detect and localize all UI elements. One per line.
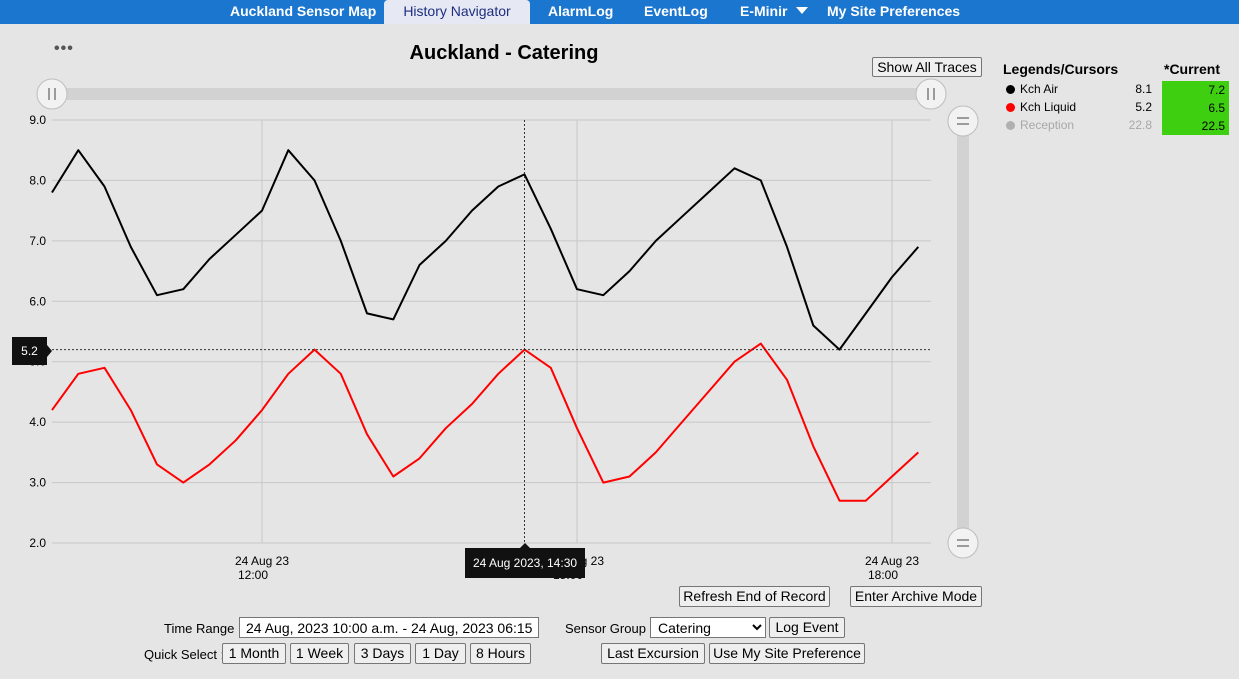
- legend-item-kch-air[interactable]: Kch Air 8.1: [1006, 81, 1152, 99]
- legend-cursor-value: 22.8: [1128, 118, 1152, 132]
- x-tick-label-time: 18:00: [868, 568, 898, 582]
- legend-cursor-value: 5.2: [1135, 100, 1152, 114]
- nav-tab-site-preferences[interactable]: My Site Preferences: [827, 3, 961, 19]
- legend-item-reception[interactable]: Reception 22.8: [1006, 117, 1152, 135]
- current-value-reception: 22.5: [1162, 117, 1229, 135]
- nav-tab-event-log[interactable]: EventLog: [644, 3, 708, 19]
- quick-select-3-days-button[interactable]: 3 Days: [354, 643, 411, 664]
- nav-tab-sensor-map[interactable]: Auckland Sensor Map: [230, 3, 377, 19]
- y-tick-label: 2.0: [29, 536, 46, 550]
- legend-item-name: Reception: [1020, 118, 1075, 132]
- series-line-kch-liquid: [51, 342, 919, 502]
- use-my-site-preference-button[interactable]: Use My Site Preference: [709, 643, 865, 664]
- legend-item-kch-liquid[interactable]: Kch Liquid 5.2: [1006, 99, 1152, 117]
- legend-dot-icon: [1006, 103, 1015, 112]
- nav-tab-e-minir[interactable]: E-Minir: [740, 0, 809, 24]
- value-range-slider-track[interactable]: [957, 121, 969, 543]
- quick-select-label: Quick Select :: [144, 647, 225, 662]
- nav-tab-e-minir-label: E-Minir: [740, 3, 788, 19]
- x-tick-label-date: 24 Aug 23: [235, 554, 289, 568]
- sensor-group-select[interactable]: Catering: [650, 617, 766, 638]
- more-options-icon[interactable]: •••: [54, 40, 74, 57]
- last-excursion-button[interactable]: Last Excursion: [601, 643, 705, 664]
- y-tick-label: 6.0: [29, 294, 46, 308]
- time-range-slider-right-handle[interactable]: [915, 78, 947, 110]
- quick-select-8-hours-button[interactable]: 8 Hours: [470, 643, 531, 664]
- top-nav-bar: Auckland Sensor Map History Navigator Al…: [0, 0, 1239, 24]
- time-range-slider-track[interactable]: [52, 88, 932, 100]
- chart-title: Auckland - Catering: [409, 42, 599, 64]
- chevron-down-icon: [796, 7, 809, 14]
- y-tick-label: 7.0: [29, 234, 46, 248]
- legend-item-name: Kch Liquid: [1020, 100, 1077, 114]
- series-line-kch-air: [51, 149, 920, 351]
- enter-archive-mode-button[interactable]: Enter Archive Mode: [850, 586, 982, 607]
- cursor-time-label: 24 Aug 2023, 14:30: [465, 548, 585, 578]
- value-range-slider-top-handle[interactable]: [947, 105, 979, 137]
- y-tick-label: 4.0: [29, 415, 46, 429]
- sensor-group-label: Sensor Group :: [565, 621, 654, 636]
- y-tick-label: 3.0: [29, 476, 46, 490]
- quick-select-1-month-button[interactable]: 1 Month: [222, 643, 286, 664]
- current-value-kch-liquid: 6.5: [1162, 99, 1229, 117]
- y-tick-label: 9.0: [29, 113, 46, 127]
- time-range-slider-left-handle[interactable]: [36, 78, 68, 110]
- legend-item-name: Kch Air: [1020, 82, 1059, 96]
- legend-title: Legends/Cursors: [1003, 61, 1119, 77]
- cursor-value-pointer: [47, 345, 52, 357]
- legend-dot-icon: [1006, 121, 1015, 130]
- show-all-traces-button[interactable]: Show All Traces: [872, 57, 982, 77]
- cursor-value-label: 5.2: [12, 337, 47, 365]
- current-title: *Current: [1164, 61, 1221, 77]
- log-event-button[interactable]: Log Event: [769, 617, 845, 638]
- refresh-end-of-record-button[interactable]: Refresh End of Record: [679, 586, 830, 607]
- time-range-label: Time Range :: [164, 621, 242, 636]
- nav-tab-history-navigator[interactable]: History Navigator: [384, 0, 530, 24]
- cursor-time-pointer: [520, 543, 530, 548]
- y-tick-label: 8.0: [29, 173, 46, 187]
- nav-tab-alarm-log[interactable]: AlarmLog: [548, 3, 614, 19]
- legend-cursor-value: 8.1: [1135, 82, 1152, 96]
- quick-select-1-week-button[interactable]: 1 Week: [290, 643, 349, 664]
- x-tick-label-date: 24 Aug 23: [865, 554, 919, 568]
- value-range-slider-bottom-handle[interactable]: [947, 527, 979, 559]
- legend-dot-icon: [1006, 85, 1015, 94]
- quick-select-1-day-button[interactable]: 1 Day: [415, 643, 466, 664]
- x-tick-label-time: 12:00: [238, 568, 268, 582]
- current-value-kch-air: 7.2: [1162, 81, 1229, 99]
- time-range-input[interactable]: [239, 617, 539, 638]
